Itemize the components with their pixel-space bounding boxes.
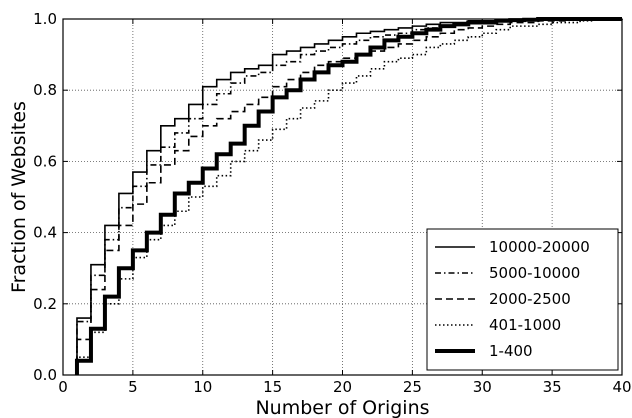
x-tick-label: 35 xyxy=(543,378,562,396)
y-tick-label: 1.0 xyxy=(33,10,57,28)
y-tick-label: 0.0 xyxy=(33,366,57,384)
y-axis-ticks: 0.0 0.2 0.4 0.6 0.8 1.0 xyxy=(33,10,622,384)
x-tick-label: 10 xyxy=(193,378,212,396)
series-layer xyxy=(74,17,623,375)
legend-label: 5000-10000 xyxy=(489,264,580,282)
x-tick-label: 15 xyxy=(263,378,282,396)
y-axis-label: Fraction of Websites xyxy=(8,101,30,293)
x-axis-label: Number of Origins xyxy=(255,397,429,418)
series-line xyxy=(74,17,622,375)
y-tick-label: 0.2 xyxy=(33,295,57,313)
x-axis-ticks: 0 5 10 15 20 25 30 35 40 xyxy=(58,19,632,396)
x-tick-label: 0 xyxy=(58,378,68,396)
legend-label: 401-1000 xyxy=(489,316,561,334)
x-tick-label: 5 xyxy=(128,378,138,396)
legend-label: 1-400 xyxy=(489,342,533,360)
legend: 10000-20000 5000-10000 2000-2500 401-1000 1-… xyxy=(426,228,619,371)
legend-label: 2000-2500 xyxy=(489,290,571,308)
y-tick-label: 0.4 xyxy=(33,224,57,242)
x-tick-label: 20 xyxy=(333,378,352,396)
y-tick-label: 0.8 xyxy=(33,81,57,99)
y-tick-label: 0.6 xyxy=(33,152,57,170)
legend-label: 10000-20000 xyxy=(489,238,590,256)
x-tick-label: 30 xyxy=(473,378,492,396)
x-tick-label: 40 xyxy=(612,378,631,396)
x-tick-label: 25 xyxy=(403,378,422,396)
